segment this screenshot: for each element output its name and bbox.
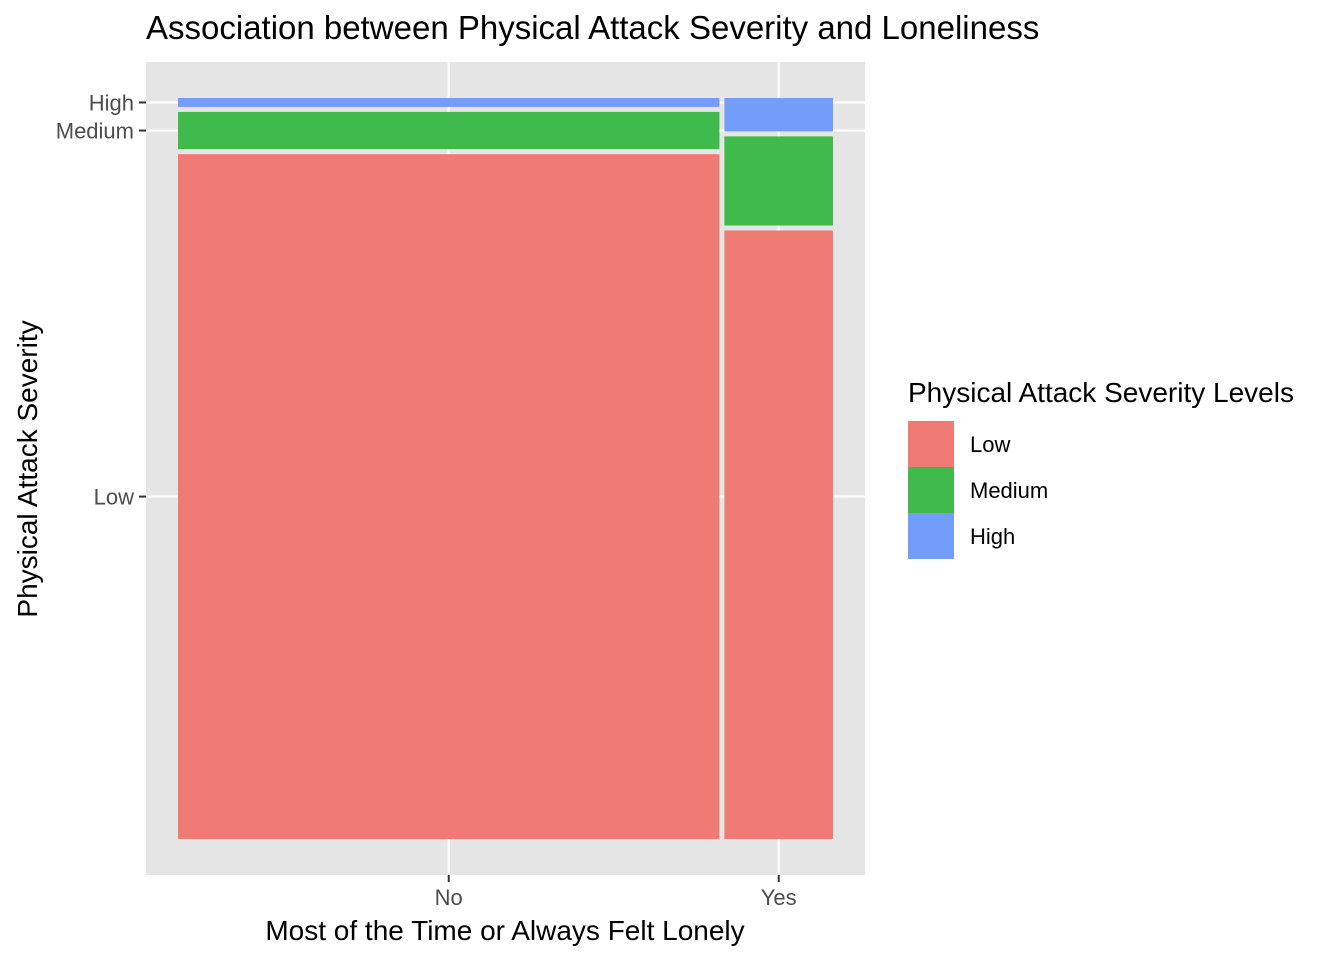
y-tick-label: Medium: [56, 119, 134, 144]
tile-yes-low: [724, 230, 833, 839]
legend-key-high: [908, 513, 954, 559]
y-axis-title: Physical Attack Severity: [12, 320, 43, 617]
legend-label: High: [970, 524, 1015, 549]
tile-yes-high: [724, 98, 833, 132]
x-tick-label: No: [435, 885, 463, 910]
legend-label: Medium: [970, 478, 1048, 503]
y-tick-label: High: [89, 90, 134, 115]
x-tick-label: Yes: [761, 885, 797, 910]
legend-key-low: [908, 421, 954, 467]
tile-no-low: [178, 154, 720, 839]
legend: Low Medium High: [908, 421, 1048, 559]
chart-title: Association between Physical Attack Seve…: [146, 9, 1039, 46]
tile-no-high: [178, 98, 720, 107]
x-axis-title: Most of the Time or Always Felt Lonely: [265, 915, 744, 946]
x-axis: No Yes: [435, 875, 797, 910]
legend-key-medium: [908, 467, 954, 513]
legend-label: Low: [970, 432, 1010, 457]
mosaic-tiles: [178, 98, 833, 839]
tile-no-medium: [178, 111, 720, 150]
tile-yes-medium: [724, 136, 833, 226]
y-axis: Low Medium High: [56, 90, 146, 510]
legend-title: Physical Attack Severity Levels: [908, 377, 1294, 408]
y-tick-label: Low: [94, 485, 134, 510]
